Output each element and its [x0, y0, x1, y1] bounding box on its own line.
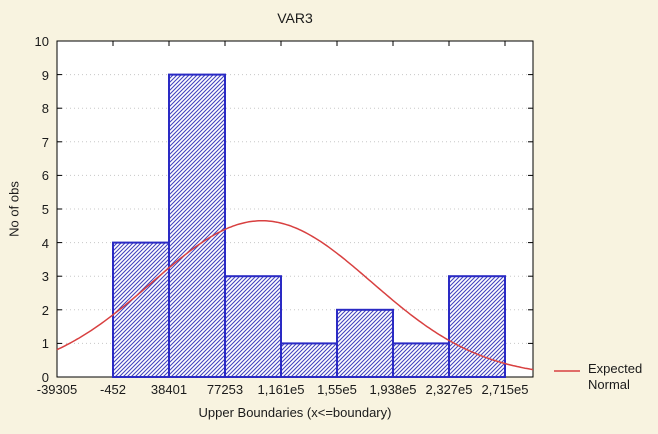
histogram-bar	[112, 241, 170, 378]
y-tick-label: 7	[41, 134, 49, 150]
x-tick-label: 1,161e5	[257, 382, 305, 397]
x-axis-title: Upper Boundaries (x<=boundary)	[198, 405, 392, 420]
y-tick-label: 9	[41, 67, 49, 83]
expected-normal-line-sample	[554, 370, 580, 372]
legend-label-expected: Expected	[588, 361, 643, 376]
y-tick-label: 10	[34, 34, 49, 49]
legend: Expected Normal	[553, 361, 642, 393]
y-tick-label: 4	[41, 235, 49, 251]
x-tick-label: 38401	[150, 382, 188, 397]
histogram-bar	[448, 275, 506, 379]
x-tick-label: -39305	[36, 382, 78, 397]
histogram-bar	[224, 275, 282, 379]
x-tick-label: 77253	[206, 382, 244, 397]
legend-label-normal: Normal	[588, 377, 630, 392]
x-tick-label: 2,327e5	[425, 382, 473, 397]
y-tick-label: 1	[41, 336, 49, 352]
x-tick-label: 1,938e5	[369, 382, 417, 397]
x-tick-label: 2,715e5	[481, 382, 529, 397]
y-tick-label: 5	[41, 202, 49, 217]
x-tick-label: 1,55e5	[317, 382, 357, 397]
histogram-bar	[336, 308, 394, 378]
y-tick-label: 3	[41, 269, 49, 285]
histogram-bar	[392, 342, 450, 378]
y-tick-label: 6	[41, 168, 49, 184]
expected-normal-curve	[56, 220, 534, 371]
y-tick-label: 0	[41, 370, 49, 385]
histogram-bar	[280, 342, 338, 378]
y-tick-label: 8	[41, 101, 49, 117]
y-tick-label: 2	[41, 302, 49, 318]
x-tick-label: -452	[99, 382, 127, 397]
chart-title: VAR3	[277, 10, 313, 26]
histogram-bar	[168, 73, 226, 378]
